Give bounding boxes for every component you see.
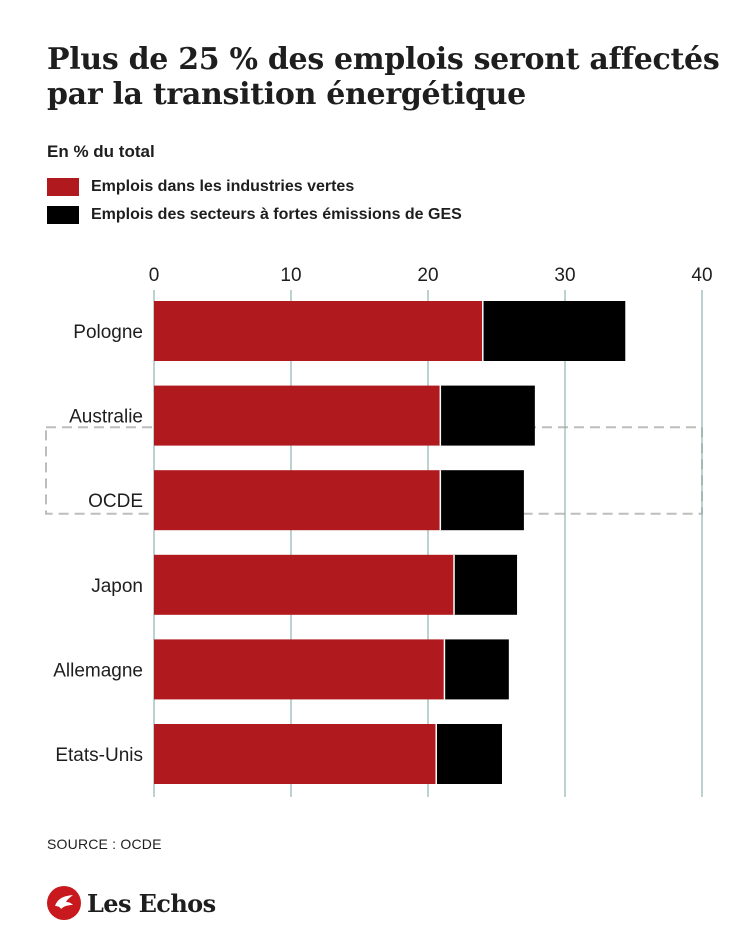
category-label-australie: Australie [69, 407, 143, 428]
bar-allemagne-ghg-jobs [444, 639, 509, 700]
legend-label-ghg-jobs: Emplois des secteurs à fortes émissions … [91, 206, 462, 223]
les-echos-logo-icon [47, 886, 81, 920]
bar-ocde-ghg-jobs [440, 470, 524, 531]
x-tick-label-0: 0 [149, 265, 160, 286]
legend-swatch-ghg-jobs [47, 206, 79, 224]
legend-swatch-green-jobs [47, 178, 79, 196]
bar-australie-green-jobs [154, 385, 441, 446]
bar-pologne-ghg-jobs [482, 301, 626, 361]
legend-item-green-jobs: Emplois dans les industries vertes [47, 173, 462, 201]
brand-logo: Les Echos [47, 886, 216, 920]
category-label-pologne: Pologne [73, 322, 143, 343]
bar-ocde-green-jobs [154, 470, 441, 531]
category-label-japon: Japon [91, 576, 143, 597]
category-label-allemagne: Allemagne [53, 660, 143, 681]
legend: Emplois dans les industries vertes Emplo… [47, 173, 462, 229]
chart-subtitle: En % du total [47, 142, 155, 161]
category-label-etats-unis: Etats-Unis [55, 745, 143, 766]
bar-pologne-green-jobs [154, 301, 483, 361]
legend-label-green-jobs: Emplois dans les industries vertes [91, 178, 355, 195]
x-tick-label-10: 10 [280, 265, 301, 286]
brand-name: Les Echos [87, 888, 216, 918]
category-label-ocde: OCDE [88, 491, 143, 512]
x-tick-label-30: 30 [554, 265, 575, 286]
bar-allemagne-green-jobs [154, 639, 445, 700]
x-tick-label-40: 40 [691, 265, 712, 286]
bar-etats-unis-green-jobs [154, 724, 437, 784]
x-tick-label-20: 20 [417, 265, 438, 286]
bar-australie-ghg-jobs [440, 385, 535, 446]
source-note: SOURCE : OCDE [47, 836, 162, 852]
bar-etats-unis-ghg-jobs [436, 724, 502, 784]
legend-item-ghg-jobs: Emplois des secteurs à fortes émissions … [47, 201, 462, 229]
bar-japon-ghg-jobs [454, 554, 518, 615]
bar-japon-green-jobs [154, 554, 455, 615]
chart-title: Plus de 25 % des emplois seront affectés… [47, 42, 720, 112]
